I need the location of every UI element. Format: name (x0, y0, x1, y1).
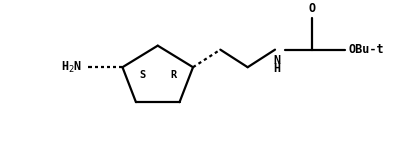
Text: O: O (308, 2, 316, 15)
Text: S: S (139, 70, 145, 80)
Text: H$_2$N: H$_2$N (61, 60, 83, 75)
Text: H: H (273, 62, 280, 75)
Text: R: R (170, 70, 177, 80)
Text: N: N (273, 54, 280, 67)
Text: OBu-t: OBu-t (348, 43, 384, 56)
